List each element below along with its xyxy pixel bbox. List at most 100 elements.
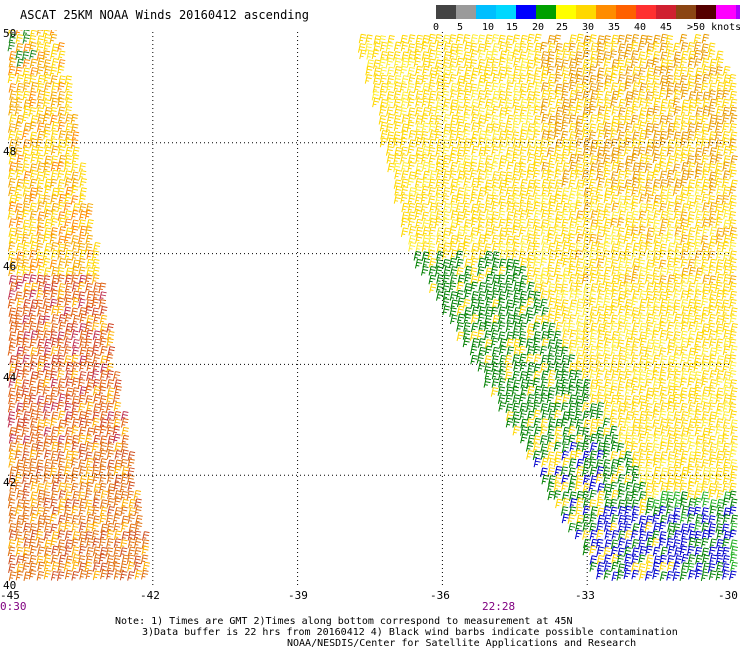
wind-barb bbox=[646, 313, 654, 324]
wind-barb bbox=[686, 67, 695, 77]
wind-barb bbox=[112, 425, 121, 436]
wind-barb bbox=[646, 250, 654, 260]
wind-barb bbox=[99, 395, 107, 405]
wind-barb bbox=[380, 130, 388, 140]
wind-barb bbox=[14, 314, 23, 325]
wind-barb bbox=[618, 305, 626, 316]
wind-barb bbox=[442, 82, 450, 92]
wind-barb bbox=[680, 274, 689, 284]
wind-barb bbox=[653, 163, 661, 173]
wind-barb bbox=[617, 186, 625, 196]
wind-barb bbox=[512, 394, 521, 404]
wind-barb bbox=[632, 74, 640, 84]
wind-barb bbox=[568, 242, 576, 253]
wind-barb bbox=[701, 193, 710, 204]
wind-barb bbox=[576, 186, 584, 196]
wind-barb bbox=[596, 242, 604, 253]
wind-barb bbox=[688, 569, 696, 580]
wind-barb bbox=[609, 425, 618, 436]
wind-barb bbox=[533, 201, 541, 212]
wind-barb bbox=[492, 130, 500, 140]
wind-barb bbox=[8, 177, 16, 188]
wind-barb bbox=[37, 194, 45, 204]
wind-barb bbox=[603, 154, 611, 165]
wind-barb bbox=[730, 465, 738, 476]
wind-barb bbox=[582, 58, 591, 69]
wind-barb bbox=[700, 483, 709, 493]
wind-barb bbox=[37, 265, 45, 276]
wind-barb bbox=[29, 523, 37, 533]
wind-barb bbox=[471, 145, 479, 156]
wind-barb bbox=[51, 531, 59, 541]
wind-barb bbox=[715, 338, 724, 348]
wind-barb bbox=[716, 561, 724, 572]
lon-label-39: -39 bbox=[288, 589, 308, 602]
wind-barb bbox=[541, 243, 549, 253]
wind-barb bbox=[441, 105, 450, 116]
wind-barb bbox=[610, 451, 618, 461]
wind-barb bbox=[70, 482, 79, 493]
wind-barb bbox=[498, 179, 507, 190]
wind-barb bbox=[708, 313, 716, 324]
wind-barb bbox=[554, 474, 562, 484]
wind-barb bbox=[701, 411, 710, 421]
legend-swatch bbox=[676, 5, 696, 19]
wind-barb bbox=[28, 274, 37, 284]
wind-barb bbox=[525, 115, 534, 125]
wind-barb bbox=[107, 483, 115, 493]
legend-swatch bbox=[656, 5, 676, 19]
wind-barb bbox=[644, 329, 653, 340]
wind-barb bbox=[505, 138, 513, 148]
wind-barb bbox=[632, 258, 640, 268]
wind-barb bbox=[667, 522, 675, 532]
wind-barb bbox=[36, 234, 45, 244]
wind-barb bbox=[707, 265, 716, 276]
wind-barb bbox=[652, 114, 660, 125]
wind-barb bbox=[547, 186, 556, 197]
wind-barb bbox=[14, 193, 23, 204]
wind-barb bbox=[525, 442, 534, 452]
wind-barb bbox=[631, 490, 639, 501]
wind-barb bbox=[526, 418, 535, 428]
wind-barb bbox=[16, 346, 24, 357]
wind-barb bbox=[449, 123, 457, 134]
wind-barb bbox=[716, 529, 725, 540]
wind-barb bbox=[589, 202, 598, 213]
wind-barb bbox=[442, 58, 450, 69]
wind-barb bbox=[512, 186, 520, 197]
wind-barb bbox=[23, 522, 31, 533]
wind-barb bbox=[716, 145, 724, 156]
wind-barb bbox=[631, 451, 640, 461]
wind-barb bbox=[483, 146, 492, 157]
wind-barb bbox=[582, 330, 590, 341]
wind-barb bbox=[85, 299, 94, 309]
wind-barb bbox=[595, 219, 604, 229]
wind-barb bbox=[470, 203, 479, 214]
wind-barb bbox=[603, 514, 612, 525]
wind-barb bbox=[471, 130, 480, 141]
wind-barb bbox=[568, 339, 577, 350]
wind-barb bbox=[610, 289, 619, 300]
wind-barb bbox=[520, 378, 529, 389]
wind-barb bbox=[498, 66, 506, 77]
wind-barb bbox=[715, 467, 723, 477]
wind-barb bbox=[568, 131, 577, 141]
wind-barb bbox=[597, 323, 605, 333]
wind-barb bbox=[674, 178, 682, 189]
wind-barb bbox=[707, 138, 716, 149]
wind-barb bbox=[680, 299, 689, 309]
wind-barb bbox=[37, 130, 45, 141]
wind-barb bbox=[84, 499, 93, 509]
wind-barb bbox=[702, 178, 710, 189]
wind-barb bbox=[673, 313, 682, 324]
wind-barb bbox=[645, 114, 653, 125]
wind-barb bbox=[687, 162, 696, 172]
wind-barb bbox=[673, 235, 682, 246]
wind-barb bbox=[64, 210, 72, 220]
wind-barb bbox=[541, 235, 549, 245]
wind-barb bbox=[652, 530, 660, 541]
wind-barb bbox=[722, 227, 730, 237]
wind-barb bbox=[526, 33, 535, 44]
wind-barb bbox=[617, 250, 626, 261]
wind-barb bbox=[526, 170, 534, 180]
